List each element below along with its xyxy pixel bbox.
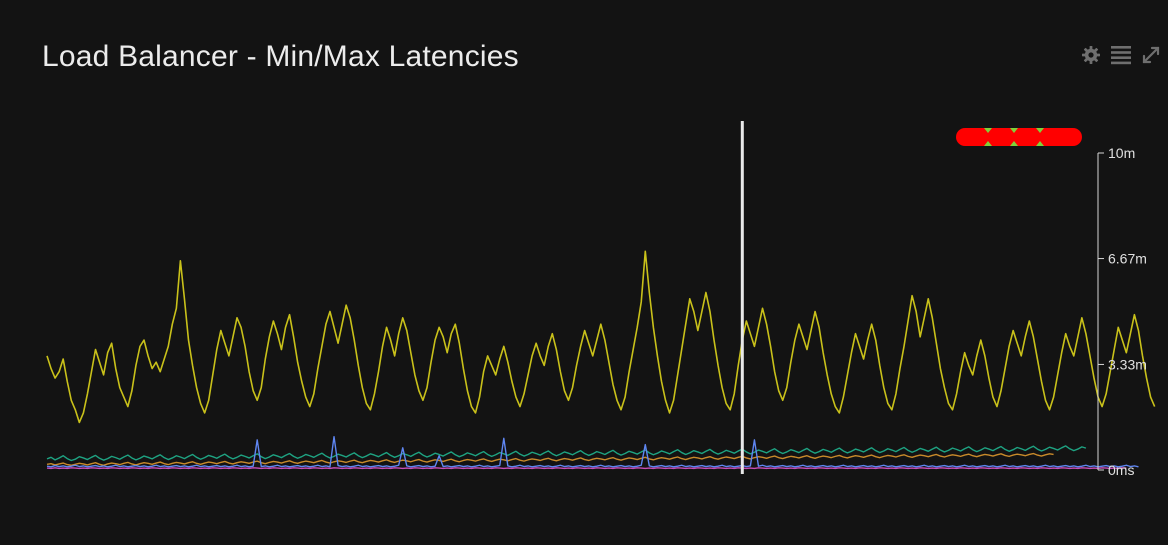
expand-icon[interactable] — [1140, 44, 1162, 66]
series-line-1 — [46, 445, 1087, 462]
y-tick-label: 0ms — [1108, 462, 1134, 478]
legend[interactable] — [956, 128, 1082, 146]
series-line-0 — [46, 250, 1156, 424]
legend-marker-bottom-1 — [1010, 141, 1018, 146]
menu-lines-icon[interactable] — [1110, 44, 1132, 66]
legend-pill[interactable] — [956, 128, 1082, 146]
legend-marker-1 — [1010, 128, 1018, 133]
panel-toolbar — [1080, 44, 1162, 66]
y-axis: 0ms 3.33m 6.67m 10m — [1097, 145, 1147, 478]
y-tick-label: 6.67m — [1108, 251, 1147, 267]
gear-icon[interactable] — [1080, 44, 1102, 66]
y-tick-label: 3.33m — [1108, 356, 1147, 372]
y-tick-label: 10m — [1108, 145, 1135, 161]
legend-marker-2 — [1036, 128, 1044, 133]
legend-marker-0 — [984, 128, 992, 133]
panel-title: Load Balancer - Min/Max Latencies — [42, 40, 519, 73]
series-line-3 — [46, 452, 1054, 466]
series-layer — [46, 250, 1156, 470]
series-line-2 — [46, 436, 1139, 468]
legend-marker-bottom-0 — [984, 141, 992, 146]
series-line-4 — [46, 467, 1127, 470]
legend-marker-bottom-2 — [1036, 141, 1044, 146]
